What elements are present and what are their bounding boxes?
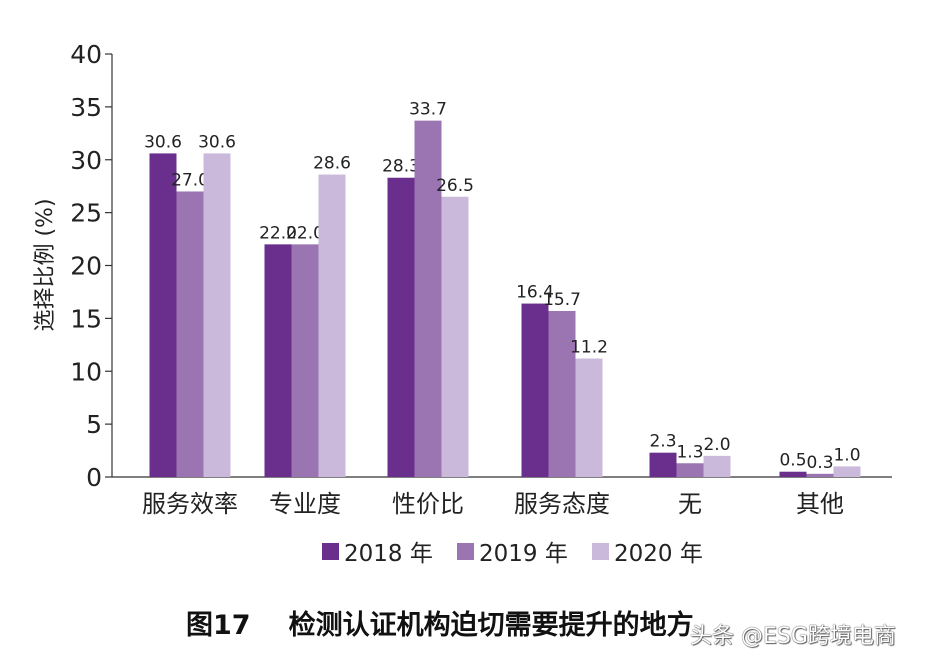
y-tick-label: 0 [86, 463, 102, 492]
y-tick-label: 30 [70, 146, 102, 175]
data-label: 1.3 [676, 442, 703, 462]
bar [833, 466, 861, 477]
data-label: 0.3 [806, 453, 833, 473]
bar [441, 196, 469, 477]
y-axis-label: 选择比例 (%) [33, 198, 58, 331]
bar [779, 471, 807, 477]
figure-title: 检测认证机构迫切需要提升的地方 [288, 610, 694, 641]
legend-swatch [322, 543, 339, 560]
data-label: 2.3 [649, 432, 676, 452]
bar [149, 153, 177, 477]
y-tick-label: 20 [70, 252, 102, 281]
bar [676, 463, 704, 477]
bar [649, 452, 677, 477]
data-label: 1.0 [833, 445, 860, 465]
bar [521, 303, 549, 477]
legend-label: 2018 年 [344, 541, 433, 567]
x-tick-label: 性价比 [392, 490, 464, 518]
bar [264, 244, 292, 477]
bar [806, 473, 834, 477]
data-label: 15.7 [543, 290, 581, 310]
x-tick-label: 服务态度 [514, 490, 610, 518]
bar [414, 120, 442, 477]
bar [548, 310, 576, 477]
data-label: 33.7 [409, 100, 447, 120]
y-tick-label: 25 [70, 199, 102, 228]
data-label: 11.2 [570, 338, 608, 358]
bar [203, 153, 231, 477]
data-label: 28.3 [382, 157, 420, 177]
data-label: 0.5 [779, 451, 806, 471]
y-tick-label: 10 [70, 357, 102, 386]
bar [176, 191, 204, 477]
bar [703, 455, 731, 477]
x-tick-label: 服务效率 [142, 490, 238, 518]
y-tick-label: 40 [70, 40, 102, 69]
bar [387, 177, 415, 478]
legend-swatch [592, 543, 609, 560]
bar-chart: 0 5 10 15 20 25 30 35 40 选择比例 (%) 服务效率 30.6 27.0 30.6… [33, 40, 892, 567]
y-tick-label: 35 [70, 93, 102, 122]
legend-label: 2020 年 [614, 541, 703, 567]
x-tick-label: 无 [678, 490, 702, 518]
bar [291, 244, 319, 477]
data-label: 26.5 [436, 176, 474, 196]
data-label: 27.0 [171, 170, 209, 190]
data-label: 22.0 [286, 223, 324, 243]
data-label: 2.0 [703, 435, 730, 455]
data-label: 30.6 [198, 132, 236, 152]
data-label: 16.4 [516, 283, 554, 303]
data-label: 22.0 [259, 223, 297, 243]
y-tick-label: 15 [70, 304, 102, 333]
data-label: 28.6 [313, 154, 351, 174]
figure-number: 图17 [186, 610, 251, 641]
figure-caption: 图17 检测认证机构迫切需要提升的地方 [186, 603, 694, 642]
x-tick-label: 其他 [796, 490, 844, 518]
y-tick-label: 5 [86, 410, 102, 439]
legend-label: 2019 年 [479, 541, 568, 567]
bar [318, 174, 346, 477]
data-label: 30.6 [144, 132, 182, 152]
legend-swatch [457, 543, 474, 560]
watermark: 头条 @ESG跨境电商 [690, 624, 896, 649]
bar [575, 358, 603, 477]
x-tick-label: 专业度 [269, 490, 341, 518]
